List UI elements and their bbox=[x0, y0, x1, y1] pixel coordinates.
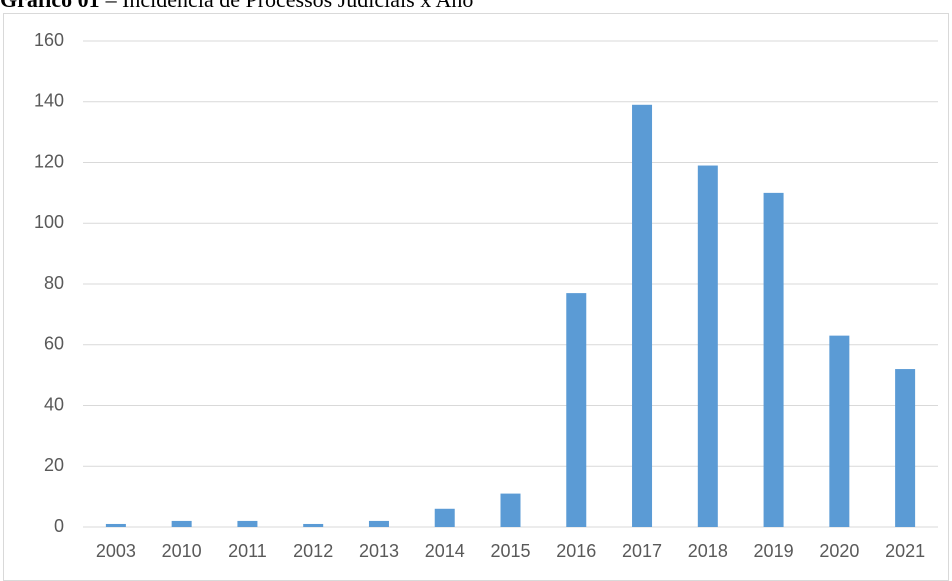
title-text: – Incidência de Processos Judiciais x An… bbox=[105, 0, 474, 12]
bar bbox=[763, 192, 784, 527]
bar bbox=[500, 493, 521, 527]
chart-frame bbox=[3, 13, 949, 581]
x-tick-label: 2015 bbox=[490, 541, 530, 561]
bar bbox=[566, 293, 587, 527]
y-tick-label: 140 bbox=[34, 91, 64, 111]
y-tick-label: 40 bbox=[44, 394, 64, 414]
x-tick-label: 2014 bbox=[425, 541, 465, 561]
bar bbox=[237, 520, 258, 527]
bar bbox=[632, 104, 653, 527]
x-tick-label: 2012 bbox=[293, 541, 333, 561]
chart-title: Gráfico 01 – Incidência de Processos Judi… bbox=[0, 0, 473, 12]
y-tick-label: 120 bbox=[34, 151, 64, 171]
y-tick-label: 80 bbox=[44, 273, 64, 293]
bar bbox=[434, 508, 455, 527]
bar bbox=[368, 520, 389, 527]
y-tick-label: 0 bbox=[54, 516, 64, 536]
y-tick-label: 100 bbox=[34, 212, 64, 232]
y-tick-label: 60 bbox=[44, 334, 64, 354]
bar bbox=[303, 523, 324, 527]
bar bbox=[697, 165, 718, 527]
bar bbox=[895, 369, 916, 527]
x-tick-label: 2021 bbox=[885, 541, 925, 561]
y-tick-label: 20 bbox=[44, 455, 64, 475]
y-tick-label: 160 bbox=[34, 30, 64, 50]
bar bbox=[829, 335, 850, 527]
bar bbox=[171, 520, 192, 527]
x-tick-label: 2010 bbox=[162, 541, 202, 561]
x-tick-label: 2018 bbox=[688, 541, 728, 561]
x-tick-label: 2011 bbox=[228, 541, 267, 561]
x-tick-label: 2003 bbox=[96, 541, 136, 561]
x-tick-label: 2013 bbox=[359, 541, 399, 561]
title-label: Gráfico 01 bbox=[0, 0, 100, 12]
x-tick-label: 2016 bbox=[556, 541, 596, 561]
x-tick-label: 2020 bbox=[819, 541, 859, 561]
x-tick-label: 2019 bbox=[754, 541, 794, 561]
x-tick-label: 2017 bbox=[622, 541, 662, 561]
bar bbox=[105, 523, 126, 527]
